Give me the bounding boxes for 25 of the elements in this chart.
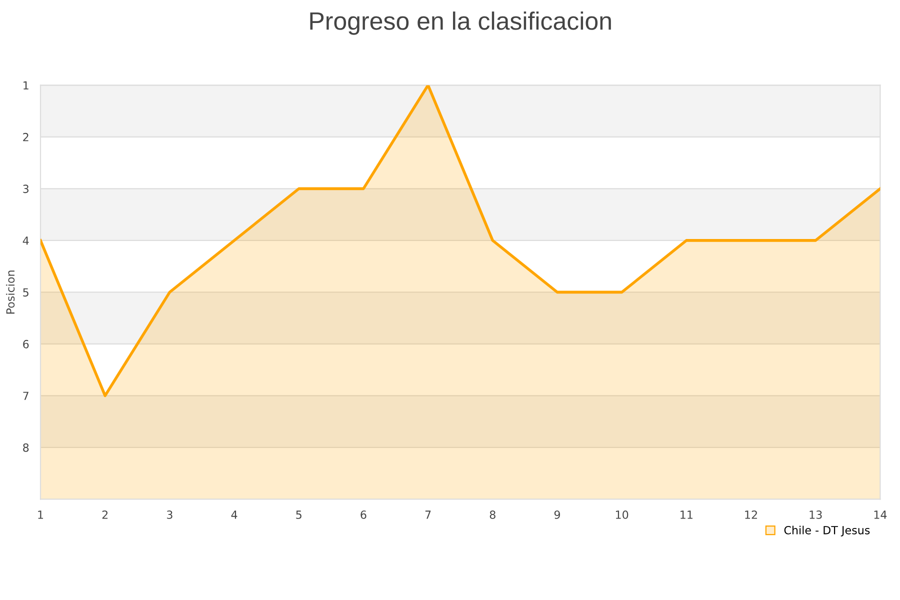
- y-tick-label: 3: [23, 184, 28, 194]
- chart-title: Progreso en la clasificacion: [310, 12, 611, 35]
- x-tick-label: 4: [231, 510, 238, 519]
- x-tick-label: 3: [166, 510, 172, 519]
- y-tick-label: 6: [23, 340, 29, 348]
- y-axis-title: Posicion: [6, 270, 15, 314]
- x-tick-label: 11: [680, 510, 692, 519]
- legend-label: Chile - DT Jesus: [784, 526, 870, 536]
- x-tick-label: 13: [810, 510, 822, 519]
- x-tick-label: 14: [874, 510, 887, 519]
- x-tick-label: 1: [38, 510, 44, 519]
- y-tick-label: 5: [23, 288, 28, 297]
- x-tick-label: 6: [360, 510, 366, 519]
- y-tick-label: 2: [23, 132, 28, 142]
- y-tick-label: 1: [24, 81, 28, 90]
- x-tick-label: 12: [745, 510, 757, 519]
- y-tick-label: 4: [22, 236, 29, 245]
- x-tick-label: 2: [102, 510, 108, 519]
- x-tick-label: 10: [616, 510, 628, 519]
- y-tick-label: 8: [23, 443, 29, 452]
- y-tick-label: 7: [23, 392, 28, 400]
- x-tick-label: 5: [296, 510, 302, 519]
- x-tick-label: 7: [425, 510, 431, 519]
- x-tick-label: 8: [490, 510, 496, 519]
- x-tick-label: 9: [554, 510, 560, 519]
